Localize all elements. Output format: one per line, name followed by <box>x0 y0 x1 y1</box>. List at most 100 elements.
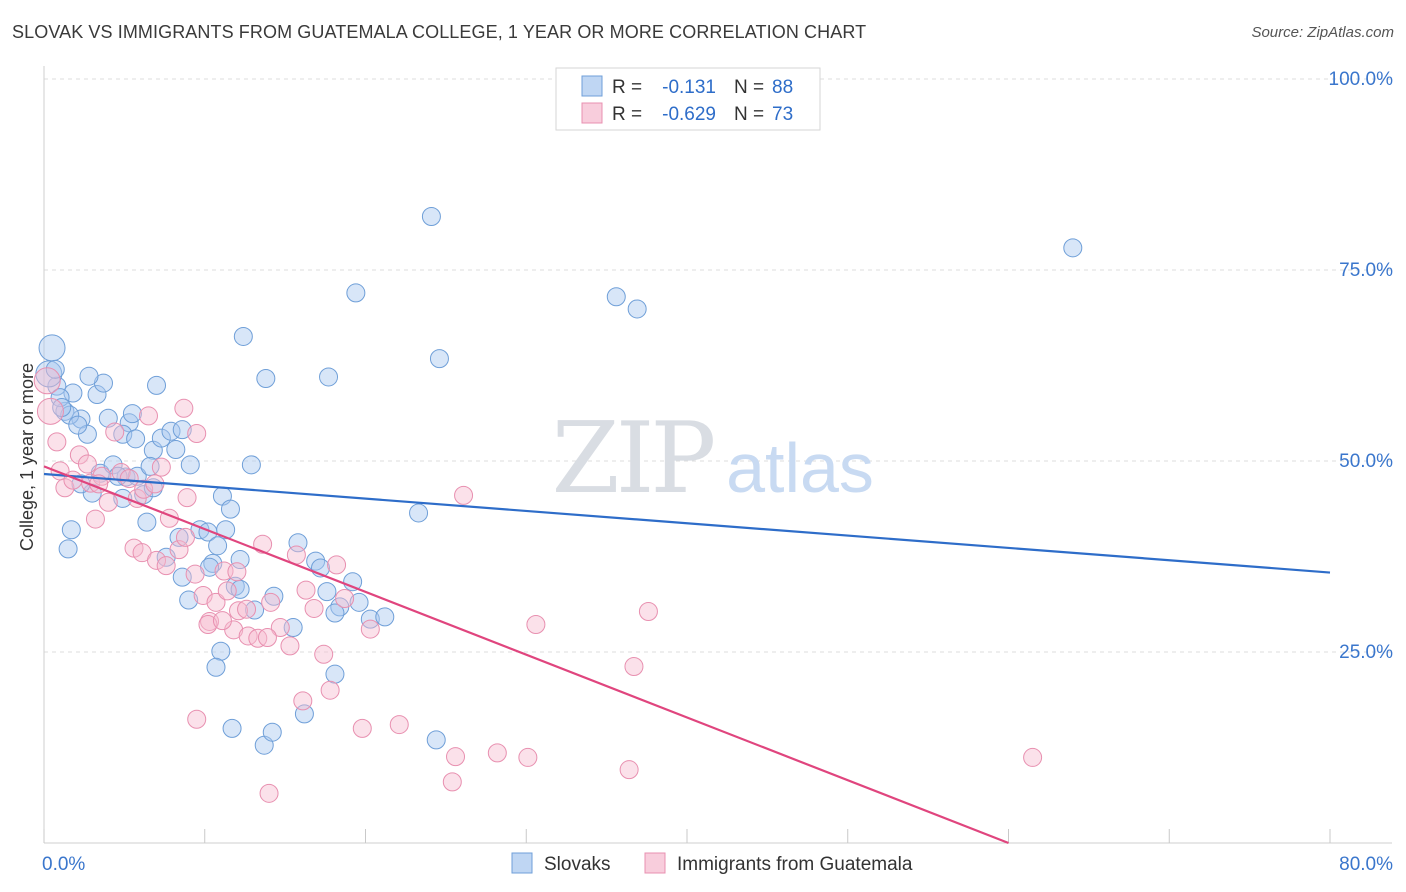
y-tick-label: 100.0% <box>1329 69 1394 90</box>
guatemala-point <box>526 614 546 634</box>
guatemala-point <box>454 485 474 505</box>
slovaks-point <box>346 283 366 303</box>
slovaks-point <box>61 520 81 540</box>
slovaks-point <box>319 367 339 387</box>
slovaks-point <box>262 722 282 742</box>
legend-swatch-slovaks[interactable] <box>511 852 533 874</box>
chart-title: SLOVAK VS IMMIGRANTS FROM GUATEMALA COLL… <box>12 22 867 42</box>
slovaks-point <box>122 404 142 424</box>
y-tick-label: 50.0% <box>1339 451 1393 472</box>
slovaks-point <box>211 641 231 661</box>
guatemala-point <box>85 509 105 529</box>
guatemala-point <box>624 657 644 677</box>
slovaks-point <box>220 499 240 519</box>
guatemala-point <box>206 592 226 612</box>
guatemala-point <box>77 454 97 474</box>
guatemala-point <box>98 492 118 512</box>
y-axis-label: College, 1 year or more <box>17 363 37 551</box>
guatemala-point <box>151 457 171 477</box>
guatemala-point <box>304 598 324 618</box>
guatemala-point <box>198 614 218 634</box>
guatemala-point <box>177 488 197 508</box>
guatemala-point <box>92 466 112 486</box>
watermark: ZIP atlas <box>552 402 874 516</box>
slovaks-point <box>360 609 380 629</box>
guatemala-point <box>187 709 207 729</box>
stats-n-label-slovaks: N = <box>734 77 764 98</box>
slovaks-point <box>426 730 446 750</box>
slovaks-point <box>172 420 192 440</box>
slovaks-point <box>264 586 284 606</box>
guatemala-point <box>638 602 658 622</box>
slovaks-point <box>58 539 78 559</box>
legend-swatch-guatemala[interactable] <box>644 852 666 874</box>
slovaks-point <box>47 376 67 396</box>
guatemala-point <box>518 747 538 767</box>
x-tick-label: 0.0% <box>42 854 85 875</box>
guatemala-point <box>212 611 232 631</box>
legend-label-guatemala[interactable]: Immigrants from Guatemala <box>677 854 913 875</box>
slovaks-point <box>79 366 99 386</box>
stats-n-value-slovaks: 88 <box>772 77 793 98</box>
guatemala-point <box>253 534 273 554</box>
guatemala-point <box>360 619 380 639</box>
guatemala-point <box>293 691 313 711</box>
slovaks-point <box>87 385 107 405</box>
guatemala-point <box>105 422 125 442</box>
watermark-zip: ZIP <box>552 402 714 516</box>
slovaks-point <box>38 334 66 362</box>
slovaks-point <box>206 657 226 677</box>
guatemala-point <box>327 555 347 575</box>
guatemala-point <box>446 747 466 767</box>
slovaks-point <box>230 550 250 570</box>
slovaks-point <box>306 551 326 571</box>
guatemala-point <box>156 556 176 576</box>
guatemala-point <box>280 636 300 656</box>
guatemala-point <box>487 743 507 763</box>
guatemala-point <box>352 718 372 738</box>
slovaks-point <box>317 582 337 602</box>
trend-lines <box>43 465 1331 845</box>
guatemala-point <box>169 540 189 560</box>
series-legend: Slovaks Immigrants from Guatemala <box>511 852 913 875</box>
guatemala-point <box>47 432 67 452</box>
guatemala-point <box>248 628 268 648</box>
guatemala-point <box>187 423 207 443</box>
guatemala-point <box>1023 747 1043 767</box>
slovaks-point <box>50 388 70 408</box>
guatemala-point <box>270 618 290 638</box>
y-tick-labels: 25.0% 50.0% 75.0% 100.0% <box>1329 69 1394 663</box>
legend-label-slovaks[interactable]: Slovaks <box>544 854 611 875</box>
guatemala-point <box>55 478 75 498</box>
slovaks-point <box>52 398 72 418</box>
chart-source: Source: ZipAtlas.com <box>1251 24 1394 41</box>
guatemala-point <box>185 564 205 584</box>
guatemala-point <box>314 644 334 664</box>
guatemala-point <box>33 367 61 395</box>
guatemala-point <box>257 627 277 647</box>
series-guatemala-points <box>33 367 1043 803</box>
stats-r-label-slovaks: R = <box>612 77 642 98</box>
axes <box>43 66 1392 844</box>
slovaks-point <box>147 375 167 395</box>
slovaks-point <box>256 368 276 388</box>
guatemala-point <box>229 601 249 621</box>
slovaks-point <box>45 359 65 379</box>
slovaks-point <box>179 590 199 610</box>
slovaks-point <box>245 600 265 620</box>
slovaks-point <box>166 440 186 460</box>
slovaks-point <box>68 415 88 435</box>
stats-r-label-guatemala: R = <box>612 104 642 125</box>
guatemala-point <box>174 398 194 418</box>
slovaks-point <box>103 455 123 475</box>
slovaks-point <box>241 455 261 475</box>
guatemala-point <box>134 479 154 499</box>
x-ticks <box>43 829 1331 843</box>
slovaks-point <box>151 428 171 448</box>
guatemala-point <box>261 592 281 612</box>
stats-legend: R = -0.131 N = 88 R = -0.629 N = 73 <box>555 67 821 131</box>
slovaks-point <box>63 383 83 403</box>
stats-legend-swatch-guatemala <box>581 102 603 124</box>
stats-r-value-slovaks: -0.131 <box>662 77 716 98</box>
